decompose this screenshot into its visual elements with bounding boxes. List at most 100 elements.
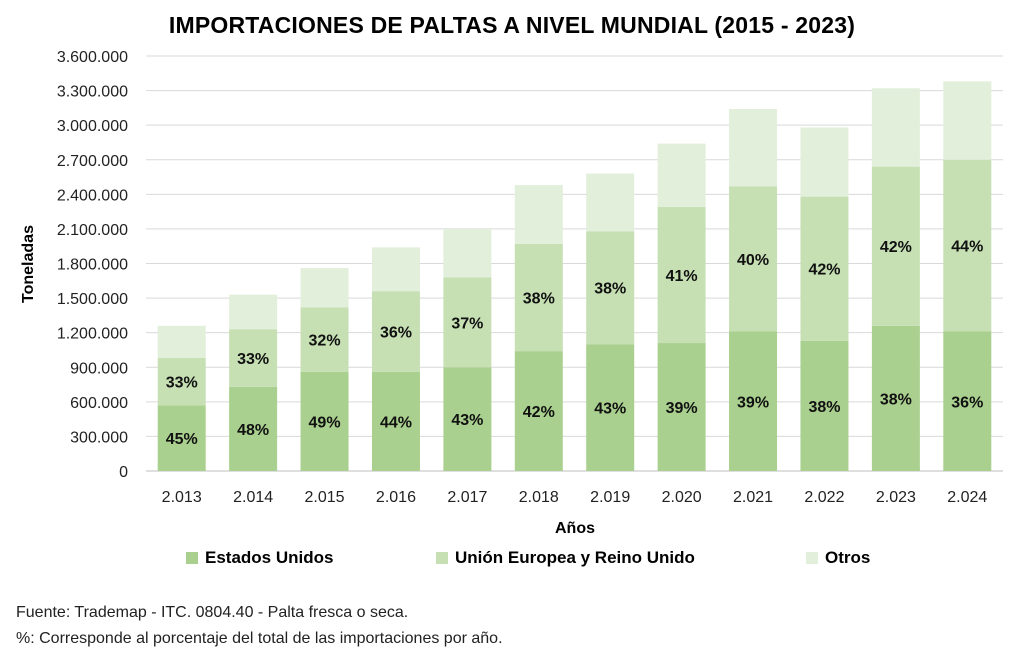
percent-label: 43% <box>594 401 626 418</box>
bar-segment <box>657 343 706 471</box>
percent-label: 36% <box>951 394 983 411</box>
x-tick-label: 2.023 <box>876 489 916 506</box>
legend-label: Unión Europea y Reino Unido <box>455 548 695 567</box>
chart-plot: 45% 33% 48% 33% 49% 32% 44% 36% 43% 37% 42% 38% 43% 3… <box>20 49 1003 537</box>
y-axis-ticks: 0 300.000 600.000 900.000 1.200.000 1.500.000… <box>57 49 128 481</box>
x-tick-label: 2.024 <box>947 489 987 506</box>
x-tick-label: 2.022 <box>804 489 844 506</box>
bar-segment <box>729 109 778 187</box>
x-tick-label: 2.017 <box>447 489 487 506</box>
bar-segment <box>300 371 349 471</box>
bar-segment <box>586 344 635 471</box>
bars <box>157 81 992 471</box>
bar-segment <box>943 331 992 471</box>
y-tick-label: 1.200.000 <box>57 326 128 343</box>
bar-segment <box>300 268 349 308</box>
x-tick-label: 2.013 <box>162 489 202 506</box>
percent-labels: 45% 33% 48% 33% 49% 32% 44% 36% 43% 37% 42% 38% 43% 3… <box>166 239 984 449</box>
bar-segment <box>371 291 420 372</box>
x-tick-label: 2.021 <box>733 489 773 506</box>
bar-segment <box>586 173 635 232</box>
percent-label: 42% <box>880 239 912 256</box>
percent-label: 48% <box>237 422 269 439</box>
percent-label: 37% <box>451 315 483 332</box>
bar-segment <box>657 207 706 344</box>
bar-segment <box>871 166 920 326</box>
percent-label: 44% <box>380 414 412 431</box>
x-tick-label: 2.016 <box>376 489 416 506</box>
bar-segment <box>729 331 778 471</box>
percent-label: 42% <box>523 404 555 421</box>
legend: Estados Unidos Unión Europea y Reino Uni… <box>0 546 1024 572</box>
percent-label: 44% <box>951 239 983 256</box>
bar-segment <box>514 185 563 244</box>
bar-segment <box>800 340 849 471</box>
bar-segment <box>729 186 778 332</box>
x-tick-label: 2.015 <box>305 489 345 506</box>
x-tick-label: 2.014 <box>233 489 273 506</box>
percent-label: 42% <box>808 262 840 279</box>
bar-segment <box>157 405 206 471</box>
bar-segment <box>871 325 920 471</box>
source-note: Fuente: Trademap - ITC. 0804.40 - Palta … <box>16 604 409 621</box>
legend-item-union-europea: Unión Europea y Reino Unido <box>436 548 695 568</box>
y-tick-label: 2.700.000 <box>57 153 128 170</box>
y-tick-label: 600.000 <box>70 395 128 412</box>
bar-segment <box>157 358 206 406</box>
gridlines <box>146 55 1003 472</box>
legend-label: Otros <box>825 548 871 567</box>
x-axis-ticks: 2.013 2.014 2.015 2.016 2.017 2.018 2.019 2.020… <box>162 489 988 506</box>
bar-segment <box>157 325 206 359</box>
bar-segment <box>871 88 920 167</box>
chart-title: IMPORTACIONES DE PALTAS A NIVEL MUNDIAL … <box>168 12 856 38</box>
percent-label: 36% <box>380 325 412 342</box>
x-tick-label: 2.020 <box>662 489 702 506</box>
percent-label: 39% <box>737 394 769 411</box>
percent-label: 40% <box>737 252 769 269</box>
y-tick-label: 1.500.000 <box>57 291 128 308</box>
legend-item-estados-unidos: Estados Unidos <box>186 548 333 568</box>
percent-label: 32% <box>309 333 341 350</box>
bar-segment <box>800 196 849 341</box>
bar-segment <box>800 127 849 197</box>
legend-label: Estados Unidos <box>205 548 334 567</box>
percent-label: 41% <box>666 268 698 285</box>
percent-label: 38% <box>880 391 912 408</box>
bar-segment <box>943 159 992 332</box>
bar-segment <box>229 294 278 330</box>
y-axis-title: Toneladas <box>20 225 37 303</box>
bar-segment <box>443 367 492 471</box>
x-tick-label: 2.019 <box>590 489 630 506</box>
bar-segment <box>943 81 992 160</box>
percent-label: 45% <box>166 431 198 448</box>
bar-segment <box>229 386 278 471</box>
legend-swatch-otros <box>806 552 818 564</box>
y-tick-label: 1.800.000 <box>57 257 128 274</box>
y-tick-label: 300.000 <box>70 429 128 446</box>
percent-note: %: Corresponde al porcentaje del total d… <box>16 630 503 647</box>
y-tick-label: 0 <box>119 464 128 481</box>
y-tick-label: 2.100.000 <box>57 222 128 239</box>
bar-segment <box>371 371 420 471</box>
percent-label: 38% <box>594 281 626 298</box>
legend-swatch-estados-unidos <box>186 552 198 564</box>
percent-label: 33% <box>166 375 198 392</box>
bar-segment <box>443 228 492 278</box>
bar-segment <box>514 351 563 471</box>
y-tick-label: 2.400.000 <box>57 187 128 204</box>
bar-segment <box>586 231 635 345</box>
bar-segment <box>443 277 492 368</box>
y-tick-label: 3.300.000 <box>57 84 128 101</box>
y-tick-label: 3.000.000 <box>57 118 128 135</box>
percent-label: 33% <box>237 351 269 368</box>
legend-item-otros: Otros <box>806 548 870 568</box>
percent-label: 38% <box>808 399 840 416</box>
legend-swatch-union-europea <box>436 552 448 564</box>
bar-segment <box>300 307 349 372</box>
y-tick-label: 3.600.000 <box>57 49 128 66</box>
y-tick-label: 900.000 <box>70 360 128 377</box>
x-axis-title: Años <box>555 520 595 537</box>
percent-label: 49% <box>309 414 341 431</box>
x-tick-label: 2.018 <box>519 489 559 506</box>
percent-label: 43% <box>451 412 483 429</box>
